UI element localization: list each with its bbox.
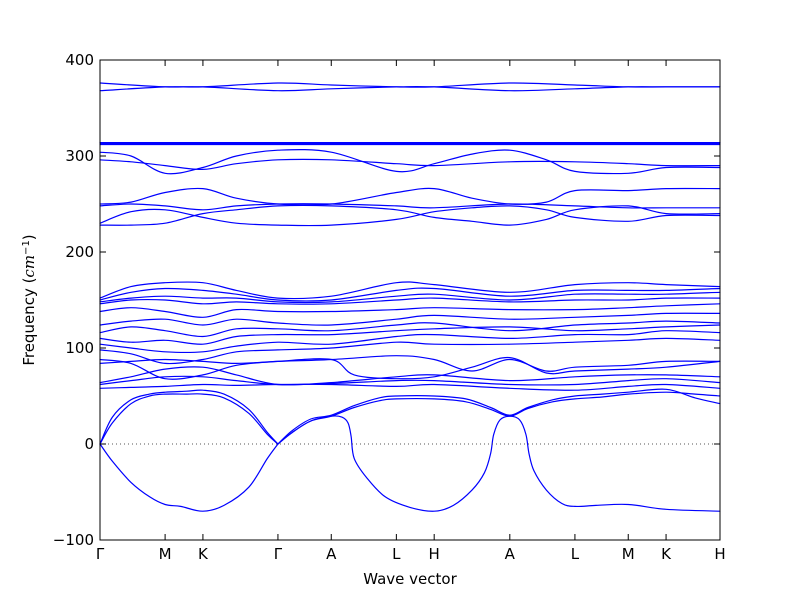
band-line-32	[99, 82, 721, 92]
band-line-5	[277, 391, 721, 445]
band-line-19	[99, 291, 721, 304]
y-axis: −100 0 100 200 300 400	[53, 51, 720, 549]
band-line-18	[99, 297, 721, 305]
x-tick-label: K	[661, 545, 672, 563]
band-line-8	[99, 375, 721, 386]
band-line-10	[99, 355, 721, 372]
phonon-bands	[99, 82, 721, 512]
x-axis-label: Wave vector	[363, 570, 457, 588]
band-line-4	[277, 415, 721, 512]
y-axis-label-exponent: −1	[21, 240, 32, 255]
plot-frame	[99, 59, 721, 541]
y-tick-label: 200	[65, 243, 94, 261]
band-line-9	[99, 366, 721, 386]
band-line-6	[277, 388, 721, 445]
x-tick-label: L	[571, 545, 580, 563]
band-line-20	[99, 287, 721, 302]
x-tick-label: Γ	[274, 545, 283, 563]
band-line-3	[99, 389, 279, 445]
y-tick-label: 400	[65, 51, 94, 69]
band-line-16	[99, 312, 721, 326]
x-tick-label: M	[622, 545, 635, 563]
x-tick-label: A	[505, 545, 516, 563]
band-line-15	[99, 320, 721, 338]
y-axis-label-main: Frequency (	[20, 278, 38, 366]
band-line-25	[99, 187, 721, 206]
band-line-12	[99, 337, 721, 365]
y-tick-label: 100	[65, 339, 94, 357]
x-tick-label: M	[159, 545, 172, 563]
y-axis-label-close: )	[20, 234, 38, 240]
y-axis-label: Frequency (cm−1)	[20, 234, 38, 365]
band-line-21	[99, 281, 721, 300]
x-tick-label: H	[714, 545, 725, 563]
x-tick-label: Γ	[96, 545, 105, 563]
band-line-27	[99, 149, 721, 175]
x-tick-label: A	[326, 545, 337, 563]
band-line-26	[99, 158, 721, 171]
band-line-24	[99, 203, 721, 211]
band-line-17	[99, 303, 721, 318]
x-tick-label: L	[392, 545, 401, 563]
y-axis-label-unit: cm	[20, 255, 38, 278]
band-line-2	[99, 393, 279, 445]
y-tick-label: −100	[53, 531, 94, 549]
y-tick-label: 0	[84, 435, 94, 453]
y-tick-label: 300	[65, 147, 94, 165]
x-tick-label: K	[198, 545, 209, 563]
band-line-13	[99, 330, 721, 354]
band-line-1	[99, 443, 279, 512]
x-tick-label: H	[429, 545, 440, 563]
band-line-23	[99, 205, 721, 227]
band-line-11	[99, 356, 721, 380]
band-line-7	[99, 383, 721, 391]
band-line-14	[99, 324, 721, 345]
